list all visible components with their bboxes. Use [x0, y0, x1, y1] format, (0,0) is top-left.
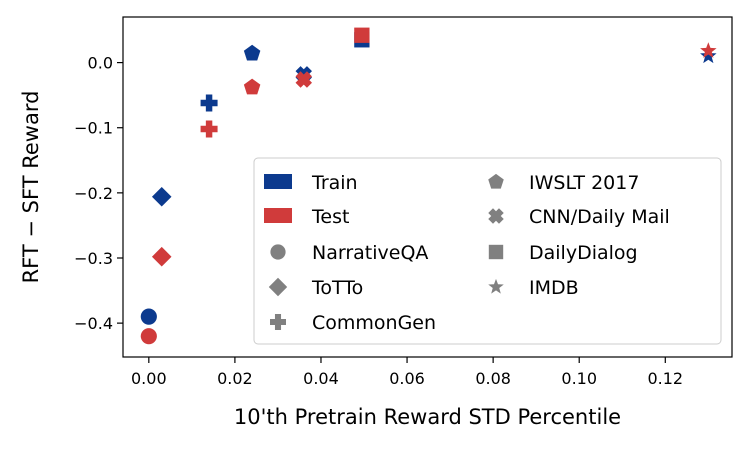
point-train-narrativeqa — [140, 308, 157, 325]
legend-label-narrativeqa: NarrativeQA — [312, 242, 428, 264]
legend-label-dailydialog: DailyDialog — [529, 242, 638, 264]
legend-marker-commongen — [270, 314, 286, 330]
point-test-totto — [151, 246, 172, 267]
legend: Train Test NarrativeQA ToTTo CommonGen IWSLT … — [253, 157, 722, 345]
y-tick-label: −0.1 — [74, 119, 113, 138]
legend-marker-totto — [268, 277, 288, 297]
point-test-commongen — [200, 120, 218, 138]
legend-marker-dailydialog — [488, 244, 504, 260]
point-test-narrativeqa — [140, 328, 157, 345]
y-axis-label: RFT − SFT Reward — [19, 91, 43, 284]
axis-ticks: 0.00 0.02 0.04 0.06 0.08 0.10 0.12 0.0 −0.1 −0.2 −… — [74, 54, 683, 388]
x-tick-label: 0.06 — [389, 369, 425, 388]
point-test-dailydialog — [354, 27, 370, 43]
point-train-imdb — [700, 47, 717, 64]
point-train-iwslt-2017 — [243, 44, 261, 61]
x-tick-label: 0.12 — [647, 369, 683, 388]
point-train-commongen — [200, 94, 218, 112]
legend-marker-imdb — [488, 278, 504, 294]
legend-label-test: Test — [311, 206, 349, 228]
plot-layer — [140, 27, 717, 345]
y-tick-label: 0.0 — [88, 54, 113, 73]
legend-swatch-test — [264, 208, 292, 223]
x-tick-label: 0.04 — [303, 369, 339, 388]
point-test-imdb — [700, 42, 717, 58]
legend-label-iwslt-2017: IWSLT 2017 — [529, 172, 639, 194]
point-test-iwslt-2017 — [243, 78, 261, 95]
legend-swatch-train — [264, 174, 292, 189]
y-tick-label: −0.4 — [74, 314, 113, 333]
legend-label-totto: ToTTo — [311, 277, 363, 299]
legend-label-cnn-daily-mail: CNN/Daily Mail — [529, 206, 670, 228]
legend-marker-cnn-daily-mail — [488, 208, 504, 224]
x-tick-label: 0.08 — [475, 369, 511, 388]
x-tick-label: 0.10 — [561, 369, 597, 388]
x-tick-label: 0.00 — [131, 369, 167, 388]
point-test-cnn-daily-mail — [295, 71, 312, 88]
legend-label-imdb: IMDB — [529, 277, 579, 299]
plot-frame — [122, 16, 733, 358]
y-tick-label: −0.3 — [74, 249, 113, 268]
legend-label-train: Train — [311, 172, 358, 194]
legend-marker-narrativeqa — [270, 244, 286, 260]
legend-marker-iwslt-2017 — [488, 173, 504, 189]
x-tick-label: 0.02 — [217, 369, 253, 388]
x-axis-label: 10'th Pretrain Reward STD Percentile — [234, 405, 621, 429]
y-tick-label: −0.2 — [74, 184, 113, 203]
point-train-totto — [151, 186, 172, 207]
legend-label-commongen: CommonGen — [312, 312, 436, 334]
legend-box — [253, 157, 722, 345]
